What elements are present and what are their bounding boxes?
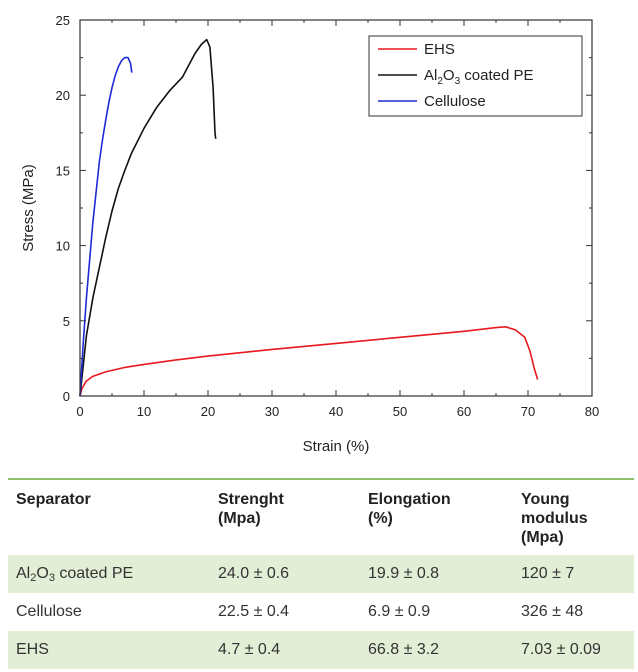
x-tick-label: 70: [521, 404, 535, 419]
cell-elongation: 66.8 ± 3.2: [368, 641, 440, 658]
table-header-row: Separator Strenght (Mpa) Elongation (%) Yo…: [8, 479, 634, 555]
x-tick-label: 80: [585, 404, 599, 419]
legend-label-cellulose: Cellulose: [424, 93, 486, 110]
x-tick-label: 50: [393, 404, 407, 419]
cell-young-modulus: 326 ± 48: [521, 603, 584, 620]
cell-young-modulus: 120 ± 7: [521, 565, 575, 582]
legend: EHS Al2O3 coated PE Cellulose: [368, 35, 583, 117]
separator-properties-table: Separator Strenght (Mpa) Elongation (%) Yo…: [8, 478, 634, 669]
cell-separator: EHS: [16, 641, 49, 658]
header-young-modulus: Young modulus (Mpa): [521, 491, 588, 546]
axis-ticks: 0 10 20 30 40 50 60 70 80 0 5 10 15 20 25: [56, 13, 600, 419]
series-line-al2o3-coated-pe: [79, 38, 217, 397]
header-elongation: Elongation (%): [368, 491, 451, 527]
y-tick-label: 0: [63, 389, 70, 404]
series-line-ehs: [79, 326, 539, 397]
properties-table-container: Separator Strenght (Mpa) Elongation (%) Yo…: [8, 478, 634, 669]
y-tick-label: 15: [56, 163, 70, 178]
x-tick-label: 20: [201, 404, 215, 419]
cell-strength: 4.7 ± 0.4: [218, 641, 281, 658]
y-tick-label: 25: [56, 13, 70, 28]
cell-elongation: 6.9 ± 0.9: [368, 603, 431, 620]
table-row: EHS 4.7 ± 0.4 66.8 ± 3.2 7.03 ± 0.09: [8, 631, 634, 669]
cell-strength: 24.0 ± 0.6: [218, 565, 290, 582]
cell-strength: 22.5 ± 0.4: [218, 603, 290, 620]
cell-elongation: 19.9 ± 0.8: [368, 565, 440, 582]
y-axis-label: Stress (MPa): [20, 164, 37, 252]
cell-young-modulus: 7.03 ± 0.09: [521, 641, 601, 658]
cell-separator: Cellulose: [16, 603, 82, 620]
series-line-cellulose: [79, 56, 133, 397]
x-tick-label: 10: [137, 404, 151, 419]
y-tick-label: 20: [56, 88, 70, 103]
x-tick-label: 40: [329, 404, 343, 419]
header-separator: Separator: [16, 491, 91, 508]
x-tick-label: 60: [457, 404, 471, 419]
stress-strain-chart: 0 10 20 30 40 50 60 70 80 0 5 10 15 20 25 Strain (%) S…: [20, 13, 600, 455]
cell-separator: Al2O3 coated PE: [16, 565, 134, 584]
table-row: Al2O3 coated PE 24.0 ± 0.6 19.9 ± 0.8 12…: [8, 555, 634, 593]
x-axis-label: Strain (%): [303, 438, 370, 455]
x-tick-label: 0: [76, 404, 83, 419]
legend-label-al2o3: Al2O3 coated PE: [424, 67, 534, 87]
legend-label-ehs: EHS: [424, 41, 455, 58]
y-tick-label: 10: [56, 239, 70, 254]
table-row: Cellulose 22.5 ± 0.4 6.9 ± 0.9 326 ± 48: [8, 593, 634, 631]
y-tick-label: 5: [63, 314, 70, 329]
plot-lines: [79, 38, 539, 397]
header-strength: Strenght (Mpa): [218, 491, 284, 527]
x-tick-label: 30: [265, 404, 279, 419]
